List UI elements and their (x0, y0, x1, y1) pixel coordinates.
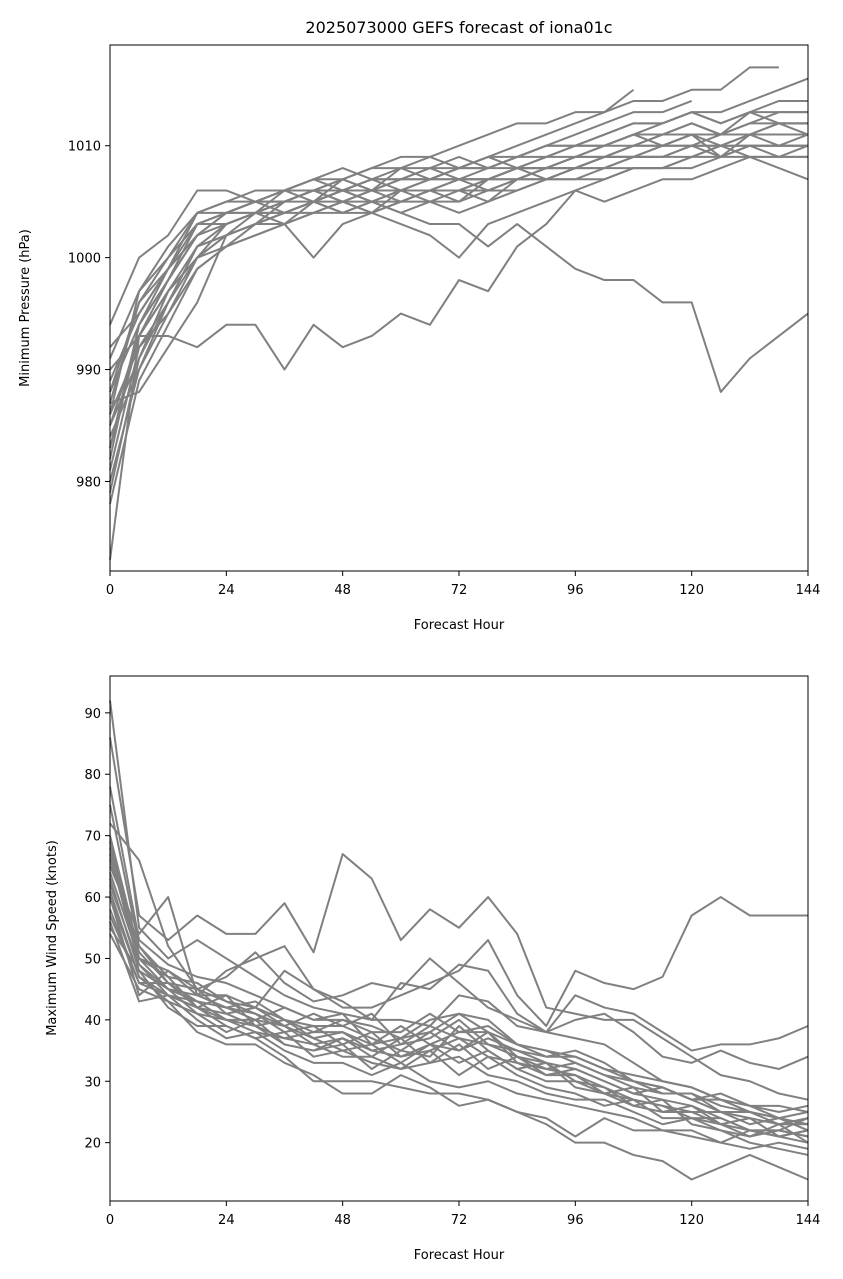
pressure-plot-frame (109, 44, 809, 572)
wind-x-tick-label: 48 (334, 1213, 351, 1228)
wind-member-line-19 (109, 915, 809, 1138)
wind-y-tick-label: 70 (84, 830, 101, 845)
pressure-x-tick-label: 96 (567, 583, 584, 598)
wind-plot-frame (109, 675, 809, 1202)
pressure-member-line-1 (109, 155, 809, 560)
pressure-member-line-20 (109, 111, 808, 393)
wind-x-tick-label: 72 (451, 1213, 468, 1228)
wind-member-line-4 (109, 822, 809, 1052)
wind-x-tick-label: 144 (796, 1213, 821, 1228)
wind-member-line-22 (109, 841, 809, 1113)
wind-y-tick-label: 40 (84, 1014, 101, 1029)
pressure-x-axis-label: Forecast Hour (414, 618, 505, 633)
pressure-y-tick-label: 1010 (68, 140, 101, 155)
wind-series-group (109, 700, 809, 1181)
wind-member-line-12 (109, 933, 809, 1150)
pressure-y-tick-label: 990 (76, 364, 101, 379)
pressure-x-tick-label: 24 (218, 583, 235, 598)
pressure-x-tick-label: 0 (106, 583, 114, 598)
wind-y-tick-label: 80 (84, 768, 101, 783)
pressure-x-tick-label: 72 (451, 583, 468, 598)
wind-y-tick-label: 90 (84, 707, 101, 722)
pressure-x-tick-label: 120 (679, 583, 704, 598)
pressure-member-line-17 (109, 144, 808, 493)
wind-member-line-20 (109, 853, 809, 1126)
pressure-y-tick-label: 980 (76, 475, 101, 490)
wind-x-ticks: 0 24 48 72 96 120 144 (106, 1201, 821, 1228)
pressure-y-ticks: 980 990 1000 1010 (68, 140, 110, 490)
pressure-member-line-22 (109, 144, 808, 415)
wind-y-axis-label: Maximum Wind Speed (knots) (45, 840, 60, 1036)
pressure-y-axis-label: Minimum Pressure (hPa) (18, 229, 33, 387)
wind-x-axis-label: Forecast Hour (414, 1248, 505, 1263)
wind-y-ticks: 20 30 40 50 60 70 80 90 (84, 707, 110, 1152)
wind-y-tick-label: 60 (84, 891, 101, 906)
chart-title: 2025073000 GEFS forecast of iona01c (305, 18, 612, 37)
wind-x-tick-label: 120 (679, 1213, 704, 1228)
wind-y-tick-label: 50 (84, 952, 101, 967)
wind-x-tick-label: 0 (106, 1213, 114, 1228)
wind-member-line-2 (109, 737, 809, 1101)
wind-x-tick-label: 24 (218, 1213, 235, 1228)
pressure-x-tick-label: 144 (796, 583, 821, 598)
pressure-x-tick-label: 48 (334, 583, 351, 598)
pressure-member-line-2 (109, 189, 809, 393)
pressure-y-tick-label: 1000 (68, 252, 101, 267)
pressure-panel: 2025073000 GEFS forecast of iona01c 0 24 4… (18, 18, 820, 633)
pressure-series-group (109, 66, 809, 560)
wind-member-line-21 (109, 890, 809, 1132)
wind-x-tick-label: 96 (567, 1213, 584, 1228)
wind-panel: 0 24 48 72 96 120 144 20 30 40 50 60 70 80 90 Forecas… (45, 675, 821, 1263)
wind-y-tick-label: 30 (84, 1075, 101, 1090)
wind-member-line-11 (109, 908, 809, 1144)
pressure-x-ticks: 0 24 48 72 96 120 144 (106, 571, 821, 598)
wind-member-line-3 (109, 896, 808, 1027)
wind-y-tick-label: 20 (84, 1137, 101, 1152)
